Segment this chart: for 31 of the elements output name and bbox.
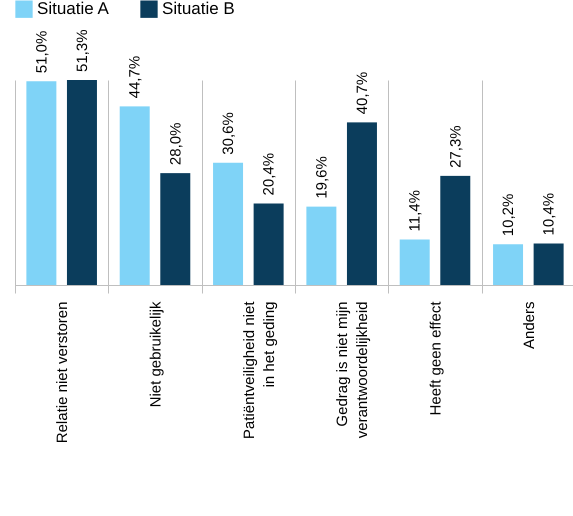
bar (534, 243, 564, 285)
data-label: 40,7% (354, 72, 371, 114)
bar (160, 173, 190, 285)
data-label: 28,0% (167, 122, 184, 166)
bar (493, 244, 524, 285)
bar (26, 81, 56, 285)
bar (306, 206, 336, 285)
data-label: 10,2% (500, 194, 518, 236)
legend-label: Situatie A (37, 0, 110, 18)
legend-label: Situatie B (162, 0, 235, 18)
data-label: 11,4% (406, 190, 424, 232)
x-tick-label: Niet gebruikelijk (148, 301, 164, 408)
x-tick-label: Heeft geen effect (428, 300, 444, 416)
bar (346, 122, 377, 285)
data-label: 27,3% (447, 125, 464, 168)
x-tick-label: Patiëntveiligheid niet in het geding (240, 300, 278, 440)
data-label: 44,7% (126, 56, 144, 98)
data-label: 30,6% (220, 112, 238, 155)
bar (400, 239, 430, 285)
x-tick-label: Relatie niet verstoren (54, 302, 72, 444)
bar (254, 203, 284, 285)
data-label: 20,4% (260, 152, 278, 196)
data-label: 51,3% (74, 29, 91, 72)
bar (66, 80, 97, 285)
data-label: 10,4% (540, 192, 558, 236)
data-label: 19,6% (313, 156, 330, 199)
bar (213, 162, 244, 285)
data-label: 51,0% (33, 30, 50, 74)
bar (440, 176, 470, 285)
bar (120, 106, 150, 285)
x-tick-label: Anders (520, 302, 538, 350)
